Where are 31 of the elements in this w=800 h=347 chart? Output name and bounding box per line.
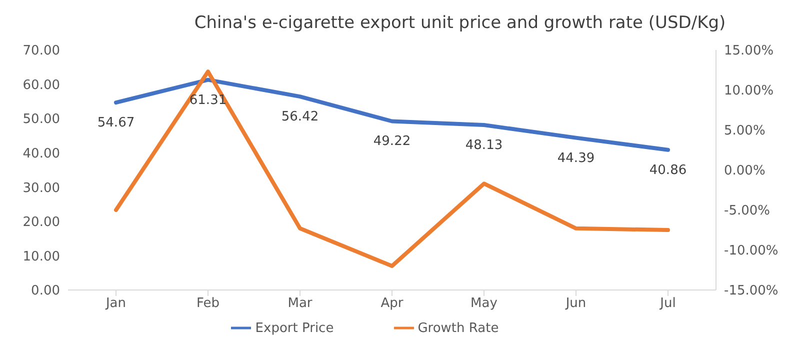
data-label: 44.39 — [557, 150, 595, 166]
y2-tick-label: -10.00% — [724, 244, 778, 259]
x-tick-label: Apr — [380, 296, 404, 312]
x-tick-label: Feb — [196, 296, 220, 312]
y2-tick-label: -15.00% — [724, 284, 778, 299]
x-tick-label: Jun — [564, 296, 586, 312]
y-tick-label: 40.00 — [22, 146, 60, 162]
y2-tick-label: 10.00% — [724, 84, 774, 99]
y-tick-label: 60.00 — [22, 78, 60, 93]
data-label: 54.67 — [97, 116, 135, 131]
chart-title: China's e-cigarette export unit price and growth rate (USD/Kg) — [193, 12, 727, 35]
y-tick-label: 70.00 — [22, 44, 60, 59]
y2-tick-label: 0.00% — [724, 164, 766, 179]
data-label: 56.42 — [281, 110, 319, 125]
y-tick-label: 50.00 — [22, 112, 60, 128]
data-label: 48.13 — [465, 138, 503, 153]
x-tick-label: Jul — [659, 296, 676, 312]
x-tick-label: Jan — [104, 296, 126, 312]
y-tick-label: 0.00 — [31, 284, 60, 299]
y2-tick-label: -5.00% — [724, 204, 770, 219]
data-label: 49.22 — [373, 134, 411, 150]
y-tick-label: 20.00 — [22, 215, 60, 230]
y2-tick-label: 15.00% — [724, 44, 774, 59]
y-tick-label: 30.00 — [22, 180, 60, 196]
x-tick-label: May — [470, 296, 498, 312]
data-label: 40.86 — [649, 162, 687, 178]
y2-tick-label: 5.00% — [724, 124, 766, 139]
y-tick-label: 10.00 — [22, 249, 60, 264]
legend-label: Growth Rate — [418, 320, 499, 336]
legend-label: Export Price — [255, 320, 334, 336]
x-tick-label: Mar — [288, 296, 313, 312]
